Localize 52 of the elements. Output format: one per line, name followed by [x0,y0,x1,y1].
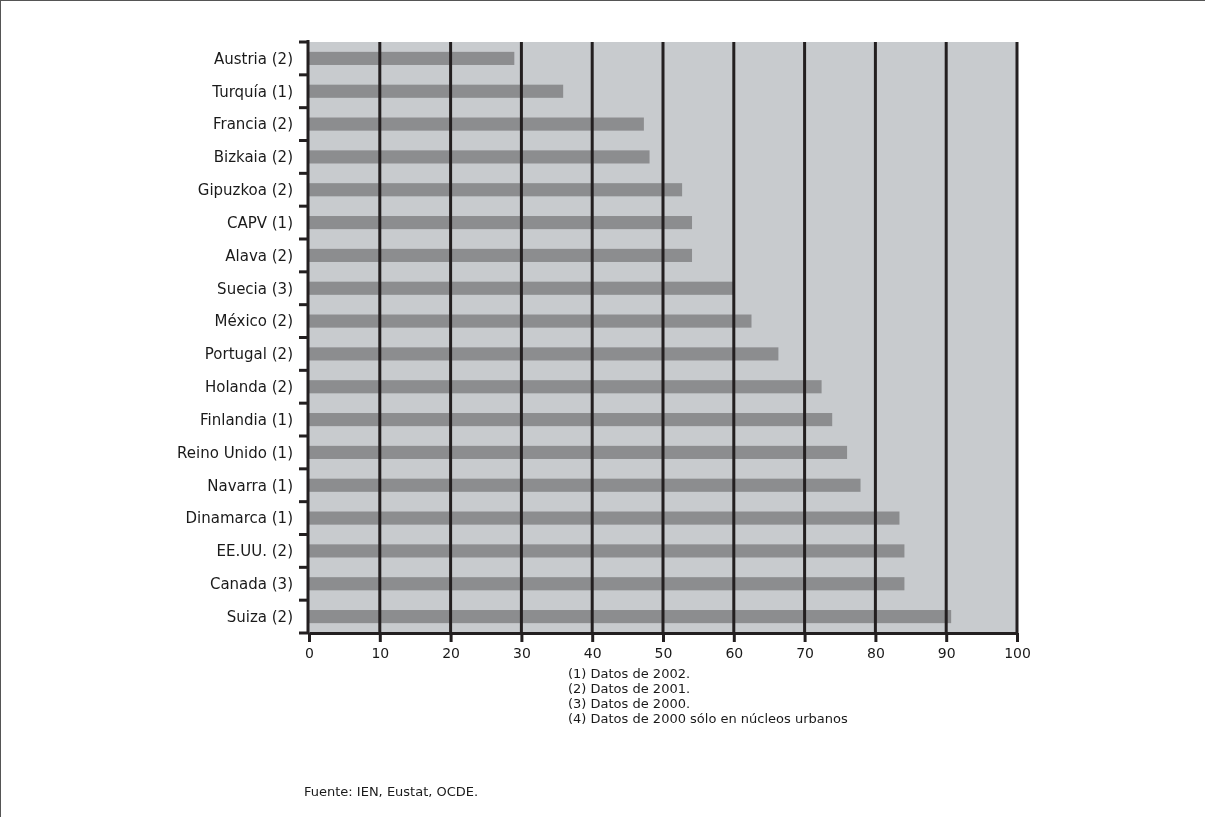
x-tick-label: 10 [371,644,390,661]
bar [309,478,861,492]
x-tick-label: 70 [796,644,815,661]
y-tick-label: Canada (3) [209,575,293,593]
y-tick-label: CAPV (1) [226,213,293,232]
x-tick-label: 50 [654,644,673,661]
bar [309,150,650,164]
y-tick-label: Gipuzkoa (2) [197,181,293,199]
bar [309,51,515,65]
y-tick-label: Bizkaia (2) [213,148,293,167]
bar [309,314,752,328]
x-tick-label: 0 [305,644,314,661]
x-tick-label: 80 [866,644,885,661]
text: (1) Datos de 2002. [568,666,691,681]
x-tick-label: 40 [583,644,602,661]
y-tick-label: Suecia (3) [217,279,293,298]
x-tick-label: 100 [1004,644,1031,661]
y-tick-label: Francia (2) [212,115,293,134]
y-tick-label: Reino Unido (1) [177,443,293,462]
bar [309,445,848,459]
x-tick-label: 60 [725,644,744,661]
y-tick-label: Portugal (2) [204,345,293,364]
bar [309,216,693,230]
y-tick-label: Navarra (1) [207,476,293,495]
x-tick-label: 20 [442,644,461,661]
bar [309,610,952,624]
y-tick-label: EE.UU. (2) [216,542,293,561]
bar [309,347,779,361]
bar [309,84,564,98]
x-tick-label: 90 [937,644,956,661]
text: (2) Datos de 2001. [568,681,691,696]
y-tick-label: Holanda (2) [204,378,293,396]
bar [309,380,822,394]
x-tick-label: 30 [512,644,531,661]
text: (3) Datos de 2000. [568,696,691,711]
bar [309,183,683,197]
y-tick-label: México (2) [214,312,293,331]
bar [309,281,734,295]
y-tick-label: Dinamarca (1) [185,509,293,528]
bar [309,577,905,591]
y-tick-label: Alava (2) [225,246,293,265]
y-tick-label: Finlandia (1) [200,410,293,429]
bar [309,248,693,262]
y-tick-label: Austria (2) [213,49,293,68]
y-tick-label: Suiza (2) [226,607,293,626]
bar [309,413,833,427]
bar [309,544,905,558]
bar [309,117,644,131]
y-tick-label: Turquía (1) [211,82,293,101]
bar [309,511,900,525]
source-note: Fuente: IEN, Eustat, OCDE. [304,784,479,799]
text: (4) Datos de 2000 sólo en núcleos urbanos [568,711,848,726]
